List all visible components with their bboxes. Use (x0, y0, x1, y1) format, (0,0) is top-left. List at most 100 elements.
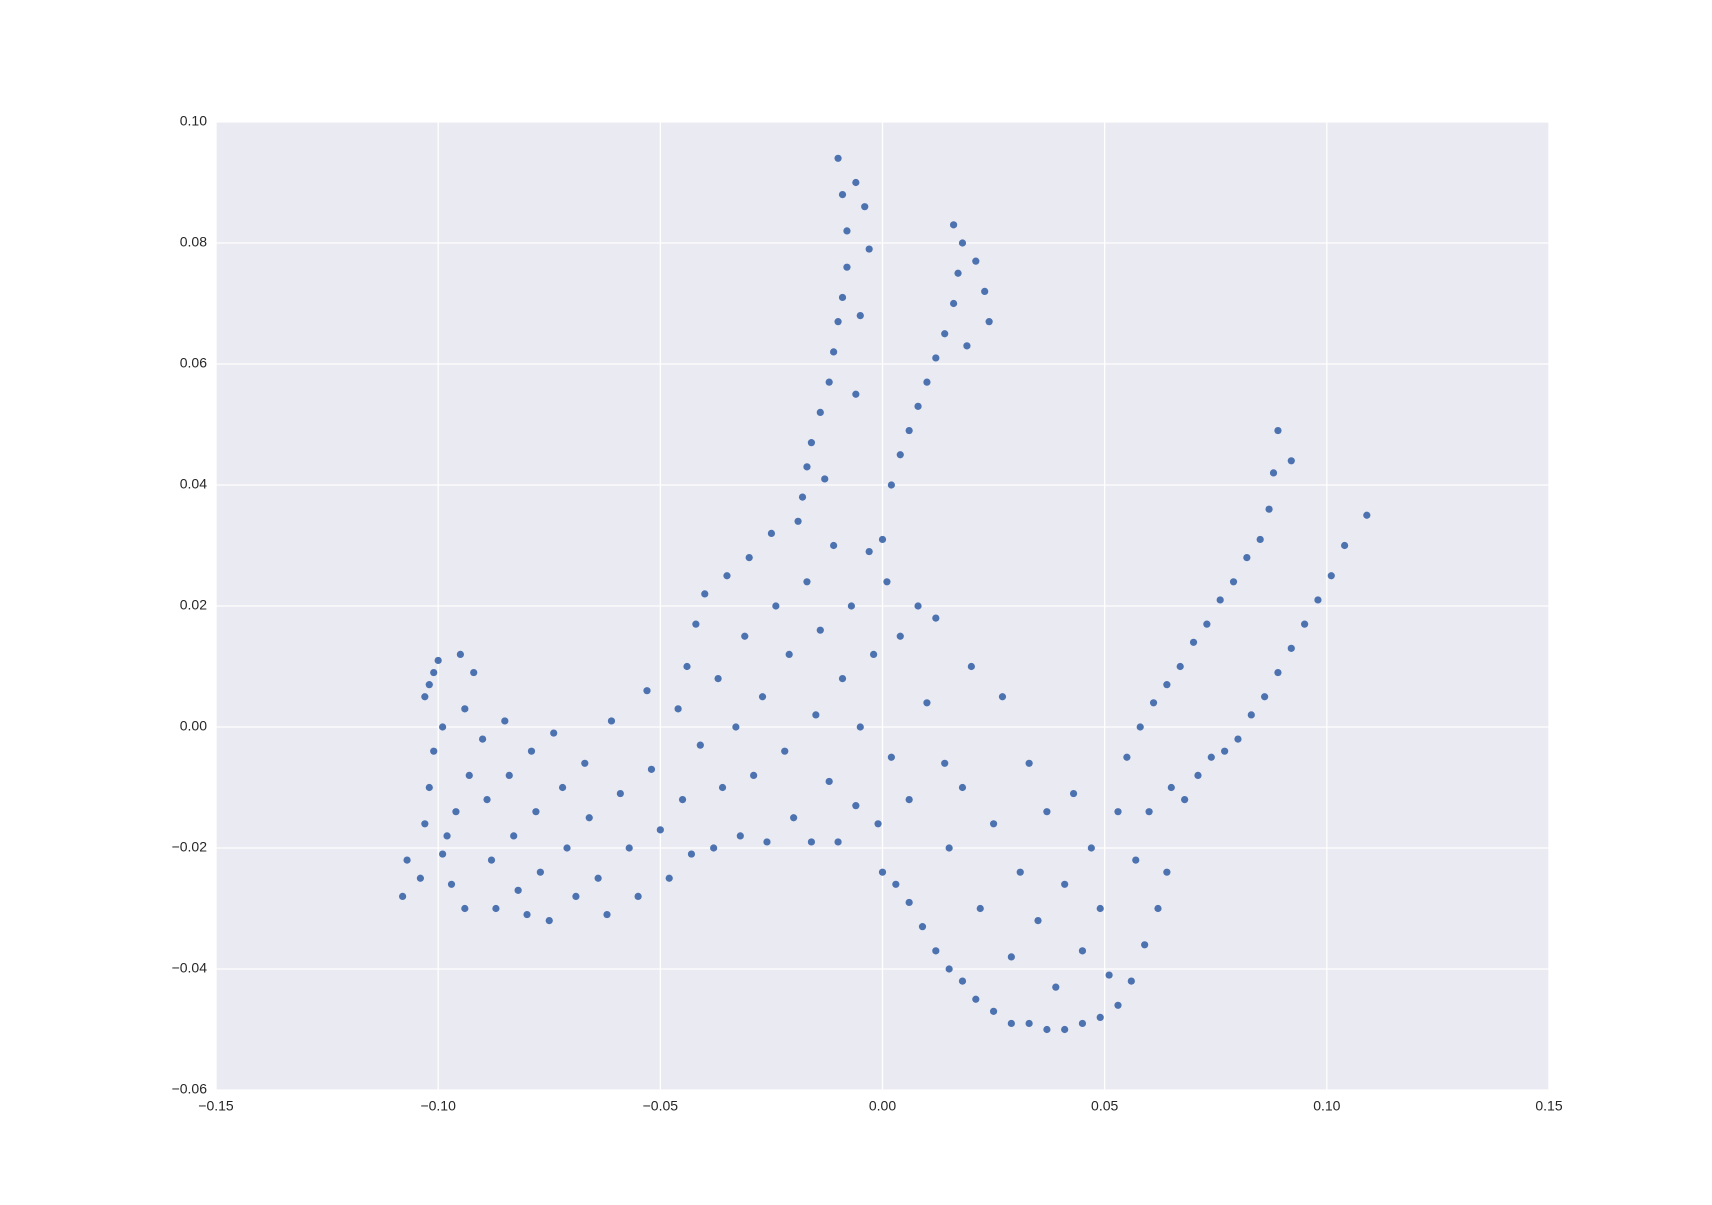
point (1181, 796, 1189, 804)
x-tick-label: 0.00 (869, 1098, 896, 1114)
point (696, 741, 704, 749)
point (1114, 1001, 1122, 1009)
point (487, 856, 496, 864)
x-tick-label: −0.10 (420, 1098, 456, 1114)
point (905, 796, 913, 804)
point (625, 844, 633, 852)
point (887, 753, 895, 761)
point (1061, 1025, 1069, 1034)
point (443, 832, 451, 840)
point (945, 844, 953, 852)
point (1114, 808, 1122, 816)
point (892, 880, 900, 888)
y-tick-label: 0.06 (180, 355, 207, 371)
point (1287, 457, 1295, 465)
point (492, 904, 500, 913)
x-tick-label: 0.10 (1313, 1098, 1340, 1114)
point (941, 330, 949, 338)
point (852, 178, 860, 187)
point (830, 348, 838, 356)
point (501, 717, 509, 725)
point (923, 699, 931, 707)
point (1265, 505, 1273, 513)
point (425, 783, 433, 792)
point (790, 814, 798, 822)
point (741, 632, 749, 640)
point (985, 318, 993, 326)
point (656, 826, 664, 834)
point (683, 662, 691, 671)
point (905, 426, 913, 435)
point (932, 354, 940, 362)
point (1269, 469, 1278, 477)
point (750, 771, 758, 780)
point (843, 263, 851, 271)
point (1007, 953, 1015, 961)
point (1163, 681, 1171, 689)
point (883, 578, 891, 586)
point (989, 820, 998, 828)
point (878, 868, 887, 876)
point (874, 820, 882, 828)
point (421, 693, 429, 701)
point (1274, 426, 1282, 435)
point (1007, 1019, 1015, 1028)
point (825, 378, 833, 386)
point (563, 844, 571, 852)
point (865, 547, 873, 556)
point (998, 693, 1007, 701)
point (1176, 662, 1184, 671)
point (1087, 844, 1095, 852)
point (1132, 856, 1140, 864)
point (798, 493, 807, 501)
point (701, 590, 709, 598)
point (692, 620, 700, 628)
point (958, 977, 967, 985)
point (514, 886, 522, 894)
y-tick-label: −0.04 (172, 960, 208, 976)
x-tick-label: 0.15 (1535, 1098, 1562, 1114)
y-tick-label: 0.04 (180, 476, 207, 492)
point (967, 662, 975, 671)
point (430, 668, 438, 677)
point (1061, 880, 1069, 888)
point (932, 614, 940, 622)
point (550, 729, 558, 737)
point (1136, 723, 1144, 731)
point (1363, 511, 1371, 519)
point (1314, 596, 1322, 604)
point (954, 269, 962, 277)
y-tick-label: 0.02 (180, 597, 207, 613)
point (718, 783, 727, 792)
point (1141, 941, 1149, 949)
point (843, 227, 851, 235)
point (758, 693, 767, 701)
point (972, 257, 980, 265)
point (1034, 917, 1042, 925)
point (1203, 620, 1211, 628)
point (714, 675, 722, 683)
point (838, 293, 847, 302)
point (1149, 699, 1158, 707)
point (616, 789, 624, 798)
point (745, 554, 753, 562)
point (710, 844, 718, 852)
point (603, 910, 611, 919)
point (856, 723, 864, 731)
point (572, 892, 580, 901)
point (1247, 711, 1255, 719)
point (452, 808, 460, 816)
point (781, 747, 789, 755)
point (1243, 554, 1251, 562)
point (558, 783, 567, 792)
point (479, 735, 487, 743)
point (1078, 1019, 1087, 1028)
point (981, 287, 989, 295)
point (785, 650, 793, 659)
point (958, 783, 967, 792)
point (665, 874, 673, 882)
point (674, 705, 682, 713)
point (581, 759, 589, 767)
point (963, 342, 971, 350)
